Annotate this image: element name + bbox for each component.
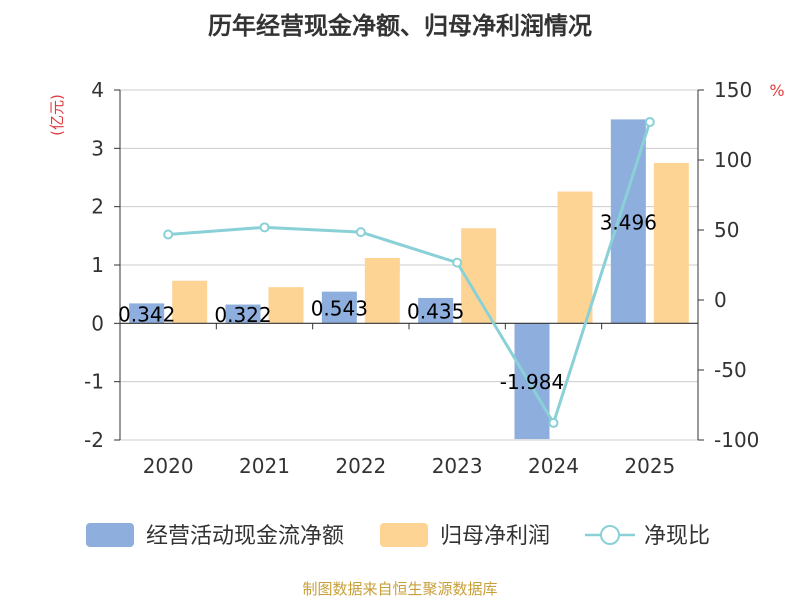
line-layer bbox=[163, 117, 655, 428]
y-left-tick-label: 4 bbox=[91, 78, 104, 102]
y-left-tick-label: 3 bbox=[91, 136, 104, 160]
legend: 经营活动现金流净额 归母净利润 净现比 bbox=[86, 523, 710, 549]
y-right-tick-label: 0 bbox=[714, 288, 727, 312]
bar-cashflow bbox=[129, 303, 165, 324]
line-point bbox=[644, 117, 655, 128]
bar-net-profit bbox=[653, 162, 689, 324]
x-tick-label: 2020 bbox=[143, 454, 194, 478]
x-tick-label: 2021 bbox=[239, 454, 290, 478]
chart-title: 历年经营现金净额、归母净利润情况 bbox=[208, 12, 592, 40]
y-left-unit-label: (亿元) bbox=[48, 94, 66, 136]
bar-net-profit bbox=[364, 258, 400, 324]
bar-cashflow bbox=[418, 297, 454, 324]
y-left-tick-label: 2 bbox=[91, 195, 104, 219]
data-labels-layer: 0.342 0.322 0.543 0.435 -1.984 3.496 bbox=[118, 210, 657, 394]
bar-net-profit bbox=[172, 280, 208, 324]
bar-net-profit bbox=[461, 228, 497, 324]
line-point bbox=[163, 229, 174, 240]
line-point bbox=[259, 222, 270, 233]
bar-data-label: 0.543 bbox=[311, 296, 368, 320]
bar-data-label: 3.496 bbox=[600, 210, 657, 234]
y-right-tick-label: -100 bbox=[714, 428, 759, 452]
legend-label-ratio: 净现比 bbox=[644, 524, 710, 549]
line-net-cash-ratio bbox=[168, 121, 652, 427]
x-tick-label: 2025 bbox=[624, 454, 675, 478]
y-left-tick-label: 1 bbox=[91, 253, 104, 277]
bar-cashflow bbox=[225, 304, 261, 324]
y-right-tick-label: 150 bbox=[714, 78, 752, 102]
bar-data-label: -1.984 bbox=[500, 370, 564, 394]
grid-lines bbox=[120, 89, 698, 441]
bar-cashflow bbox=[321, 291, 357, 324]
bar-data-label: 0.435 bbox=[407, 300, 464, 324]
y-right-unit-label: % bbox=[769, 81, 784, 100]
y-left-tick-label: -2 bbox=[84, 428, 104, 452]
legend-swatch-net-profit bbox=[380, 523, 428, 547]
legend-label-net-profit: 归母净利润 bbox=[440, 524, 550, 549]
axes-layer: 4 3 2 1 0 -1 -2 150 100 50 0 -50 -100 2020 2021 2022 202… bbox=[84, 78, 759, 478]
legend-label-cashflow: 经营活动现金流净额 bbox=[146, 524, 344, 549]
bar-data-label: 0.322 bbox=[214, 303, 271, 327]
bar-cashflow bbox=[514, 323, 550, 440]
x-tick-label: 2024 bbox=[528, 454, 579, 478]
line-point bbox=[452, 257, 463, 268]
y-right-tick-label: 50 bbox=[714, 218, 739, 242]
line-point bbox=[548, 417, 559, 428]
line-point bbox=[355, 227, 366, 238]
bars-layer bbox=[129, 119, 689, 440]
x-tick-label: 2022 bbox=[335, 454, 386, 478]
bar-net-profit bbox=[268, 287, 304, 324]
y-left-tick-label: -1 bbox=[84, 370, 104, 394]
y-left-tick-label: 0 bbox=[91, 311, 104, 335]
x-tick-label: 2023 bbox=[432, 454, 483, 478]
legend-swatch-cashflow bbox=[86, 523, 134, 547]
source-note: 制图数据来自恒生聚源数据库 bbox=[302, 580, 497, 598]
y-right-tick-label: 100 bbox=[714, 148, 752, 172]
bar-data-label: 0.342 bbox=[118, 302, 175, 326]
legend-swatch-ratio-marker bbox=[600, 525, 620, 545]
y-right-tick-label: -50 bbox=[714, 358, 747, 382]
bar-net-profit bbox=[557, 191, 593, 324]
